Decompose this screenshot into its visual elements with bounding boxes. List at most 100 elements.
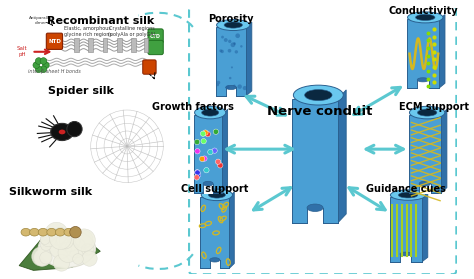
Ellipse shape: [55, 229, 65, 236]
Circle shape: [50, 237, 72, 259]
Polygon shape: [19, 235, 100, 270]
Polygon shape: [131, 39, 136, 52]
Text: Conductivity: Conductivity: [388, 6, 458, 16]
Circle shape: [82, 251, 97, 266]
Circle shape: [231, 66, 233, 68]
Circle shape: [195, 149, 200, 154]
Polygon shape: [74, 39, 79, 52]
Polygon shape: [194, 115, 222, 193]
Circle shape: [194, 175, 200, 180]
Polygon shape: [144, 39, 148, 52]
Polygon shape: [201, 197, 229, 268]
Circle shape: [205, 131, 210, 137]
FancyBboxPatch shape: [148, 40, 163, 55]
Circle shape: [228, 49, 231, 52]
Circle shape: [217, 84, 219, 86]
Polygon shape: [409, 115, 441, 193]
Ellipse shape: [305, 90, 332, 101]
Ellipse shape: [47, 229, 56, 236]
Ellipse shape: [38, 229, 95, 268]
Circle shape: [40, 235, 50, 244]
Circle shape: [218, 163, 223, 168]
Circle shape: [59, 231, 80, 252]
Circle shape: [228, 40, 231, 43]
Ellipse shape: [224, 22, 242, 28]
Polygon shape: [338, 90, 346, 223]
Ellipse shape: [208, 192, 226, 198]
Circle shape: [226, 85, 230, 89]
Circle shape: [229, 77, 231, 79]
Polygon shape: [203, 184, 213, 194]
Text: Antiparallel
dimer: Antiparallel dimer: [29, 16, 53, 25]
Ellipse shape: [293, 85, 343, 105]
Ellipse shape: [210, 258, 220, 262]
Polygon shape: [246, 22, 252, 96]
Circle shape: [36, 58, 42, 64]
Ellipse shape: [21, 229, 31, 236]
Ellipse shape: [51, 123, 73, 141]
Ellipse shape: [195, 106, 226, 119]
Circle shape: [73, 229, 95, 251]
Ellipse shape: [408, 12, 443, 23]
Circle shape: [200, 156, 205, 162]
Circle shape: [45, 222, 68, 245]
Ellipse shape: [410, 106, 445, 119]
Polygon shape: [210, 260, 220, 270]
Text: Silkworm silk: Silkworm silk: [9, 187, 92, 197]
Circle shape: [40, 58, 47, 64]
Ellipse shape: [417, 78, 428, 82]
FancyBboxPatch shape: [148, 29, 163, 43]
Circle shape: [43, 62, 49, 68]
Circle shape: [208, 149, 213, 155]
Polygon shape: [216, 27, 246, 96]
Circle shape: [233, 85, 236, 87]
Circle shape: [201, 131, 206, 136]
Polygon shape: [407, 19, 439, 88]
FancyBboxPatch shape: [143, 60, 156, 74]
Polygon shape: [441, 109, 447, 193]
Text: Guidance cues: Guidance cues: [366, 184, 446, 194]
Circle shape: [219, 49, 222, 52]
Ellipse shape: [217, 20, 250, 30]
Text: Crystalline regions
(polyAla or polyGA): Crystalline regions (polyAla or polyGA): [108, 26, 155, 37]
Circle shape: [40, 66, 47, 73]
Circle shape: [221, 36, 224, 39]
Circle shape: [234, 43, 236, 45]
FancyBboxPatch shape: [46, 33, 63, 49]
Circle shape: [41, 240, 51, 251]
Ellipse shape: [201, 189, 232, 201]
Circle shape: [53, 255, 70, 271]
Circle shape: [212, 148, 217, 153]
Circle shape: [215, 159, 221, 164]
Text: Spider silk: Spider silk: [48, 86, 114, 96]
Circle shape: [70, 227, 81, 238]
Circle shape: [36, 66, 42, 73]
Circle shape: [73, 254, 83, 264]
Circle shape: [235, 50, 238, 54]
Circle shape: [41, 231, 56, 247]
Text: inter-β-sheet H bonds: inter-β-sheet H bonds: [28, 69, 81, 74]
Circle shape: [75, 230, 93, 248]
Circle shape: [50, 228, 72, 249]
Text: Cell support: Cell support: [181, 184, 248, 194]
Circle shape: [32, 247, 51, 266]
Polygon shape: [390, 197, 422, 262]
Circle shape: [82, 244, 93, 256]
Ellipse shape: [400, 252, 411, 256]
Polygon shape: [88, 39, 93, 52]
Polygon shape: [222, 109, 228, 193]
Text: Growth factors: Growth factors: [152, 102, 234, 112]
Ellipse shape: [30, 229, 39, 236]
Circle shape: [240, 45, 243, 48]
Ellipse shape: [64, 229, 73, 236]
Ellipse shape: [418, 109, 437, 116]
Text: Nerve conduit: Nerve conduit: [267, 105, 373, 118]
Circle shape: [34, 249, 51, 266]
Circle shape: [194, 139, 200, 145]
Text: ECM support: ECM support: [400, 102, 469, 112]
Circle shape: [40, 252, 52, 264]
Circle shape: [202, 156, 207, 161]
Ellipse shape: [38, 229, 48, 236]
Ellipse shape: [416, 14, 435, 20]
Circle shape: [230, 42, 235, 47]
